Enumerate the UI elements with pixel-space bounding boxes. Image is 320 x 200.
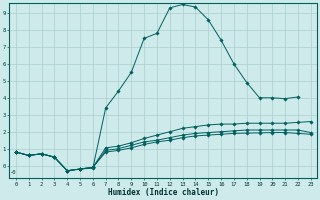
Text: -0: -0	[9, 170, 16, 175]
X-axis label: Humidex (Indice chaleur): Humidex (Indice chaleur)	[108, 188, 219, 197]
